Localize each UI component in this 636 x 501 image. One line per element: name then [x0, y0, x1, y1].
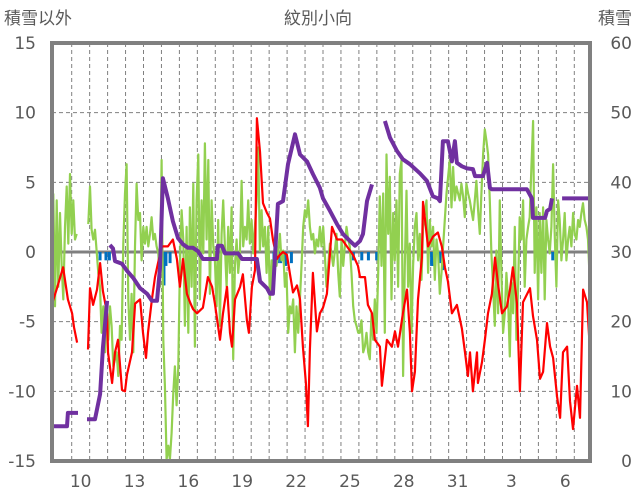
x-tick-label: 22: [285, 472, 307, 492]
left-tick-label: 10: [14, 104, 36, 124]
blue-bar: [98, 252, 102, 261]
blue-bar: [289, 252, 293, 264]
right-tick-label: 40: [610, 173, 632, 193]
x-tick-label: 31: [447, 472, 469, 492]
blue-bar: [430, 252, 434, 266]
blue-bar: [284, 252, 288, 266]
left-tick-label: 0: [25, 243, 36, 263]
blue-bar: [438, 252, 442, 264]
right-tick-label: 30: [610, 243, 632, 263]
blue-bar: [366, 252, 370, 261]
blue-bar: [164, 252, 168, 266]
x-tick-label: 25: [339, 472, 361, 492]
right-axis-title: 積雪: [598, 9, 632, 29]
left-tick-label: 5: [25, 173, 36, 193]
x-tick-label: 6: [560, 472, 571, 492]
x-tick-label: 10: [70, 472, 92, 492]
x-tick-label: 19: [231, 472, 253, 492]
gridlines: [52, 43, 590, 461]
blue-bar: [104, 252, 108, 261]
blue-bar: [107, 252, 111, 261]
right-tick-label: 0: [621, 452, 632, 472]
left-axis-ticks: 15 10 5 0 -5 -10 -15: [8, 34, 36, 472]
blue-bar: [551, 252, 555, 261]
series-lines: [51, 117, 592, 461]
x-tick-label: 13: [124, 472, 146, 492]
x-tick-label: 16: [178, 472, 200, 492]
blue-bar: [168, 252, 172, 264]
x-tick-label: 28: [393, 472, 415, 492]
left-tick-label: -15: [8, 452, 36, 472]
right-tick-label: 10: [610, 382, 632, 402]
purple-series-line: [53, 120, 591, 429]
blue-bar: [162, 252, 166, 286]
left-tick-label: 15: [14, 34, 36, 54]
red-series-line: [51, 117, 592, 431]
plot-frame: [50, 41, 592, 463]
left-tick-label: -10: [8, 382, 36, 402]
green-series-line: [52, 119, 591, 461]
right-tick-label: 20: [610, 313, 632, 333]
right-axis-ticks: 60 50 40 30 20 10 0: [610, 34, 632, 472]
blue-bar: [360, 252, 364, 261]
x-tick-label: 3: [506, 472, 517, 492]
left-tick-label: -5: [19, 313, 36, 333]
chart-title: 紋別小向: [284, 9, 352, 29]
blue-bar: [375, 252, 379, 261]
right-tick-label: 50: [610, 104, 632, 124]
left-axis-title: 積雪以外: [4, 9, 72, 29]
right-tick-label: 60: [610, 34, 632, 54]
x-axis-ticks: 10 13 16 19 22 25 28 31 3 6: [70, 472, 571, 492]
